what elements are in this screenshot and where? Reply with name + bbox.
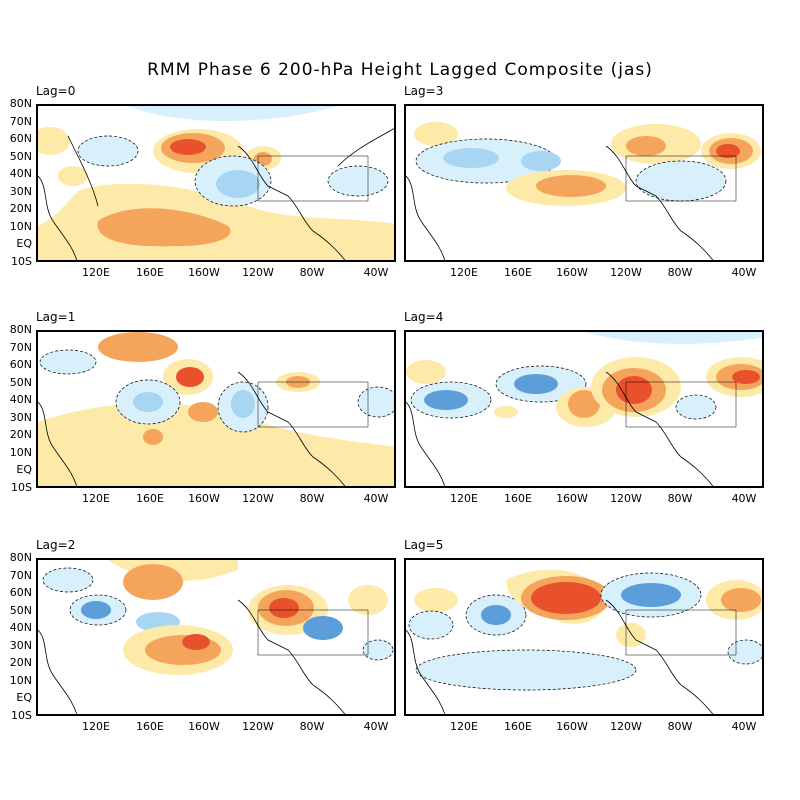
lat-tick-label: EQ (16, 691, 32, 705)
figure-title: RMM Phase 6 200-hPa Height Lagged Compos… (147, 60, 653, 80)
lon-tick-label: 80W (299, 266, 325, 279)
lat-tick-label: 30N (9, 638, 32, 652)
lat-tick-label: 50N (9, 149, 32, 163)
lon-tick-label: 120W (610, 720, 642, 733)
lon-tick-label: 120W (610, 266, 642, 279)
lat-tick-label: 70N (9, 340, 32, 354)
panel-lag5: Lag=5 (404, 538, 764, 716)
lat-tick-label: 30N (9, 410, 32, 424)
lon-tick-label: 120E (82, 720, 110, 733)
lon-tick-label: 80W (299, 492, 325, 505)
lon-tick-label: 80W (667, 492, 693, 505)
lon-tick-label: 40W (363, 266, 389, 279)
lon-tick-label: 120W (242, 492, 274, 505)
lat-tick-label: 20N (9, 202, 32, 216)
lon-tick-label: 40W (731, 720, 757, 733)
lon-tick-label: 80W (299, 720, 325, 733)
lat-tick-label: 10N (9, 445, 32, 459)
lon-tick-label: 160W (188, 720, 220, 733)
panel-lag0: Lag=0 (36, 84, 396, 262)
lat-tick-label: 30N (9, 184, 32, 198)
lat-tick-label: 10N (9, 219, 32, 233)
lat-tick-label: 40N (9, 167, 32, 181)
lon-tick-label: 160E (504, 492, 532, 505)
lon-tick-label: 40W (731, 492, 757, 505)
map-lag2 (36, 558, 396, 716)
lat-tick-label: 50N (9, 375, 32, 389)
lon-tick-label: 160W (556, 266, 588, 279)
lat-tick-label: EQ (16, 463, 32, 477)
lon-tick-label: 120W (610, 492, 642, 505)
lon-tick-label: 120E (450, 492, 478, 505)
lat-tick-label: 40N (9, 621, 32, 635)
panel-label: Lag=5 (404, 538, 444, 552)
lat-tick-label: 80N (9, 551, 32, 564)
lon-tick-label: 120E (82, 266, 110, 279)
lon-tick-label: 120E (450, 266, 478, 279)
panel-lag2: Lag=2 (36, 538, 396, 716)
lon-tick-label: 160E (136, 266, 164, 279)
panel-label: Lag=1 (36, 310, 76, 324)
lat-tick-label: 70N (9, 568, 32, 582)
lon-tick-label: 160E (136, 492, 164, 505)
map-lag5 (404, 558, 764, 716)
panel-label: Lag=4 (404, 310, 444, 324)
panel-lag3: Lag=3 (404, 84, 764, 262)
lat-tick-label: 60N (9, 358, 32, 372)
lat-tick-label: 10S (11, 255, 32, 268)
lon-tick-label: 160W (188, 266, 220, 279)
lon-tick-label: 160E (136, 720, 164, 733)
lat-tick-label: 10N (9, 673, 32, 687)
lat-tick-label: 40N (9, 393, 32, 407)
lat-tick-label: 60N (9, 132, 32, 146)
lat-tick-label: 80N (9, 97, 32, 110)
panel-label: Lag=3 (404, 84, 444, 98)
lon-tick-label: 40W (363, 492, 389, 505)
lat-tick-label: 10S (11, 709, 32, 722)
panel-label: Lag=2 (36, 538, 76, 552)
lat-tick-label: 10S (11, 481, 32, 494)
lon-tick-label: 40W (363, 720, 389, 733)
panel-lag4: Lag=4 (404, 310, 764, 488)
panel-lag1: Lag=1 (36, 310, 396, 488)
lon-tick-label: 160E (504, 266, 532, 279)
map-lag3 (404, 104, 764, 262)
lon-tick-label: 160W (188, 492, 220, 505)
lon-tick-label: 80W (667, 266, 693, 279)
map-lag1 (36, 330, 396, 488)
lon-tick-label: 120W (242, 266, 274, 279)
lon-tick-label: 120W (242, 720, 274, 733)
lon-tick-label: 160W (556, 492, 588, 505)
map-lag4 (404, 330, 764, 488)
lon-tick-label: 40W (731, 266, 757, 279)
lat-tick-label: 20N (9, 656, 32, 670)
lat-tick-label: 60N (9, 586, 32, 600)
panel-label: Lag=0 (36, 84, 76, 98)
lat-tick-label: EQ (16, 237, 32, 251)
lon-tick-label: 160E (504, 720, 532, 733)
lon-tick-label: 120E (450, 720, 478, 733)
lon-tick-label: 160W (556, 720, 588, 733)
lat-tick-label: 20N (9, 428, 32, 442)
lat-tick-label: 70N (9, 114, 32, 128)
lat-tick-label: 50N (9, 603, 32, 617)
lon-tick-label: 80W (667, 720, 693, 733)
map-lag0 (36, 104, 396, 262)
lon-tick-label: 120E (82, 492, 110, 505)
lat-tick-label: 80N (9, 323, 32, 336)
